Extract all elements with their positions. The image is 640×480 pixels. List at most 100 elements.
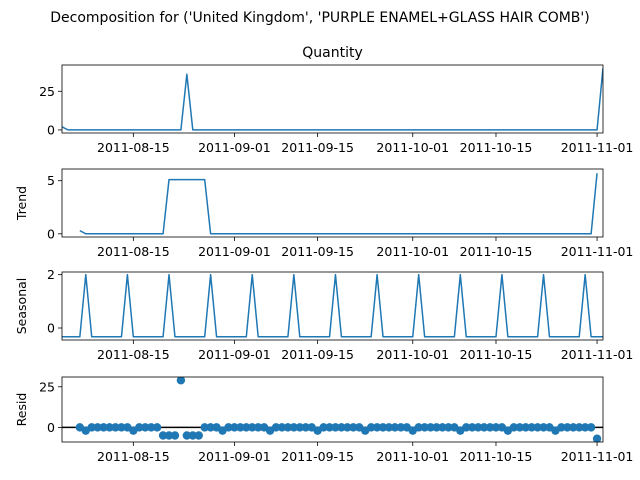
quantity-ytick-label: 0	[47, 122, 55, 137]
resid-point	[515, 423, 524, 432]
resid-point	[509, 423, 519, 432]
resid-point	[337, 423, 346, 432]
trend-xtick-label: 2011-10-01	[376, 244, 449, 259]
resid-xtick-label: 2011-11-01	[561, 449, 634, 464]
quantity-xtick-label: 2011-10-15	[460, 140, 533, 155]
resid-point	[277, 423, 287, 432]
resid-point	[349, 423, 358, 432]
resid-point	[271, 423, 281, 432]
resid-xtick-label: 2011-10-15	[460, 449, 533, 464]
seasonal-axes: 0 2 2011-08-15 2011-09-01 2011-09-15 2011-10-…	[14, 267, 633, 362]
resid-point	[236, 423, 245, 432]
quantity-xtick-label: 2011-10-01	[376, 140, 449, 155]
resid-point	[135, 423, 144, 432]
resid-point	[253, 423, 263, 432]
resid-point	[468, 423, 477, 432]
subplots: 0 25 2011-08-15 2011-09-01 2011-09-15 2011-10…	[14, 45, 633, 464]
seasonal-frame	[61, 271, 604, 341]
trend-ytick-label: 5	[47, 173, 55, 188]
resid-point	[432, 423, 441, 432]
resid-point	[230, 423, 239, 432]
resid-point	[343, 423, 352, 432]
quantity-series-line	[62, 68, 603, 131]
resid-xtick-label: 2011-09-15	[281, 449, 354, 464]
quantity-xtick-label: 2011-09-15	[281, 140, 354, 155]
resid-point	[521, 423, 530, 432]
resid-xtick-label: 2011-10-01	[376, 449, 449, 464]
resid-point	[176, 377, 186, 385]
resid-point	[206, 423, 215, 432]
quantity-ytick-label: 25	[39, 84, 55, 99]
resid-point	[242, 423, 251, 432]
quantity-plot-area	[62, 68, 603, 131]
quantity-xtick-label: 2011-11-01	[561, 140, 634, 155]
resid-point	[444, 423, 453, 432]
resid-point	[200, 423, 209, 432]
trend-frame	[61, 168, 604, 238]
quantity-frame	[61, 64, 604, 134]
quantity-title: Quantity	[302, 45, 363, 61]
resid-point	[141, 423, 150, 432]
resid-point	[283, 423, 293, 432]
resid-point	[592, 434, 602, 442]
resid-point	[182, 431, 192, 440]
resid-point	[117, 423, 126, 432]
resid-xtick-label: 2011-08-15	[97, 449, 170, 464]
resid-point	[557, 423, 566, 432]
trend-ytick-label: 0	[47, 226, 55, 241]
quantity-xtick-label: 2011-08-15	[97, 140, 170, 155]
resid-point	[194, 431, 203, 440]
resid-plot-area	[62, 377, 603, 442]
seasonal-xtick-label: 2011-11-01	[561, 347, 634, 362]
resid-point	[491, 423, 501, 432]
resid-frame	[61, 376, 604, 443]
resid-point	[248, 423, 257, 432]
resid-point	[289, 423, 299, 432]
resid-point	[473, 423, 483, 432]
seasonal-xtick-label: 2011-09-15	[281, 347, 354, 362]
trend-xtick-label: 2011-09-01	[198, 244, 271, 259]
trend-series-line	[79, 173, 598, 235]
resid-point	[438, 423, 447, 432]
seasonal-ytick-label: 0	[47, 321, 55, 336]
resid-point	[325, 423, 334, 432]
resid-point	[462, 423, 471, 432]
resid-point	[146, 423, 156, 432]
resid-xtick-label: 2011-09-01	[198, 449, 271, 464]
resid-point	[580, 423, 590, 432]
seasonal-series-line	[62, 273, 603, 338]
resid-axes: 0 25 2011-08-15 2011-09-01 2011-09-15 2011-10…	[14, 376, 633, 464]
resid-point	[485, 423, 495, 432]
resid-point	[331, 423, 340, 432]
trend-xtick-label: 2011-09-15	[281, 244, 354, 259]
resid-point	[111, 423, 120, 432]
resid-point	[479, 423, 489, 432]
resid-ytick-label: 25	[39, 379, 55, 394]
seasonal-xtick-label: 2011-09-01	[198, 347, 271, 362]
resid-point	[301, 423, 310, 432]
resid-point	[390, 423, 400, 432]
resid-point	[319, 423, 328, 432]
resid-point	[420, 423, 429, 432]
seasonal-xtick-label: 2011-10-15	[460, 347, 533, 362]
resid-ylabel: Resid	[14, 393, 29, 427]
resid-point	[563, 423, 572, 432]
seasonal-xtick-label: 2011-08-15	[97, 347, 170, 362]
resid-point	[527, 423, 536, 432]
resid-point	[93, 423, 102, 432]
trend-ylabel: Trend	[14, 186, 29, 221]
resid-point	[152, 423, 162, 432]
resid-point	[366, 423, 376, 432]
resid-point	[164, 431, 174, 440]
resid-point	[426, 423, 435, 432]
resid-point	[295, 423, 305, 432]
resid-point	[533, 423, 542, 432]
seasonal-ylabel: Seasonal	[14, 278, 29, 335]
trend-plot-area	[79, 173, 598, 235]
trend-axes: 0 5 2011-08-15 2011-09-01 2011-09-15 2011-10-…	[14, 168, 633, 259]
quantity-xtick-label: 2011-09-01	[198, 140, 271, 155]
resid-point	[586, 423, 596, 432]
resid-point	[372, 423, 382, 432]
resid-point	[224, 423, 233, 432]
